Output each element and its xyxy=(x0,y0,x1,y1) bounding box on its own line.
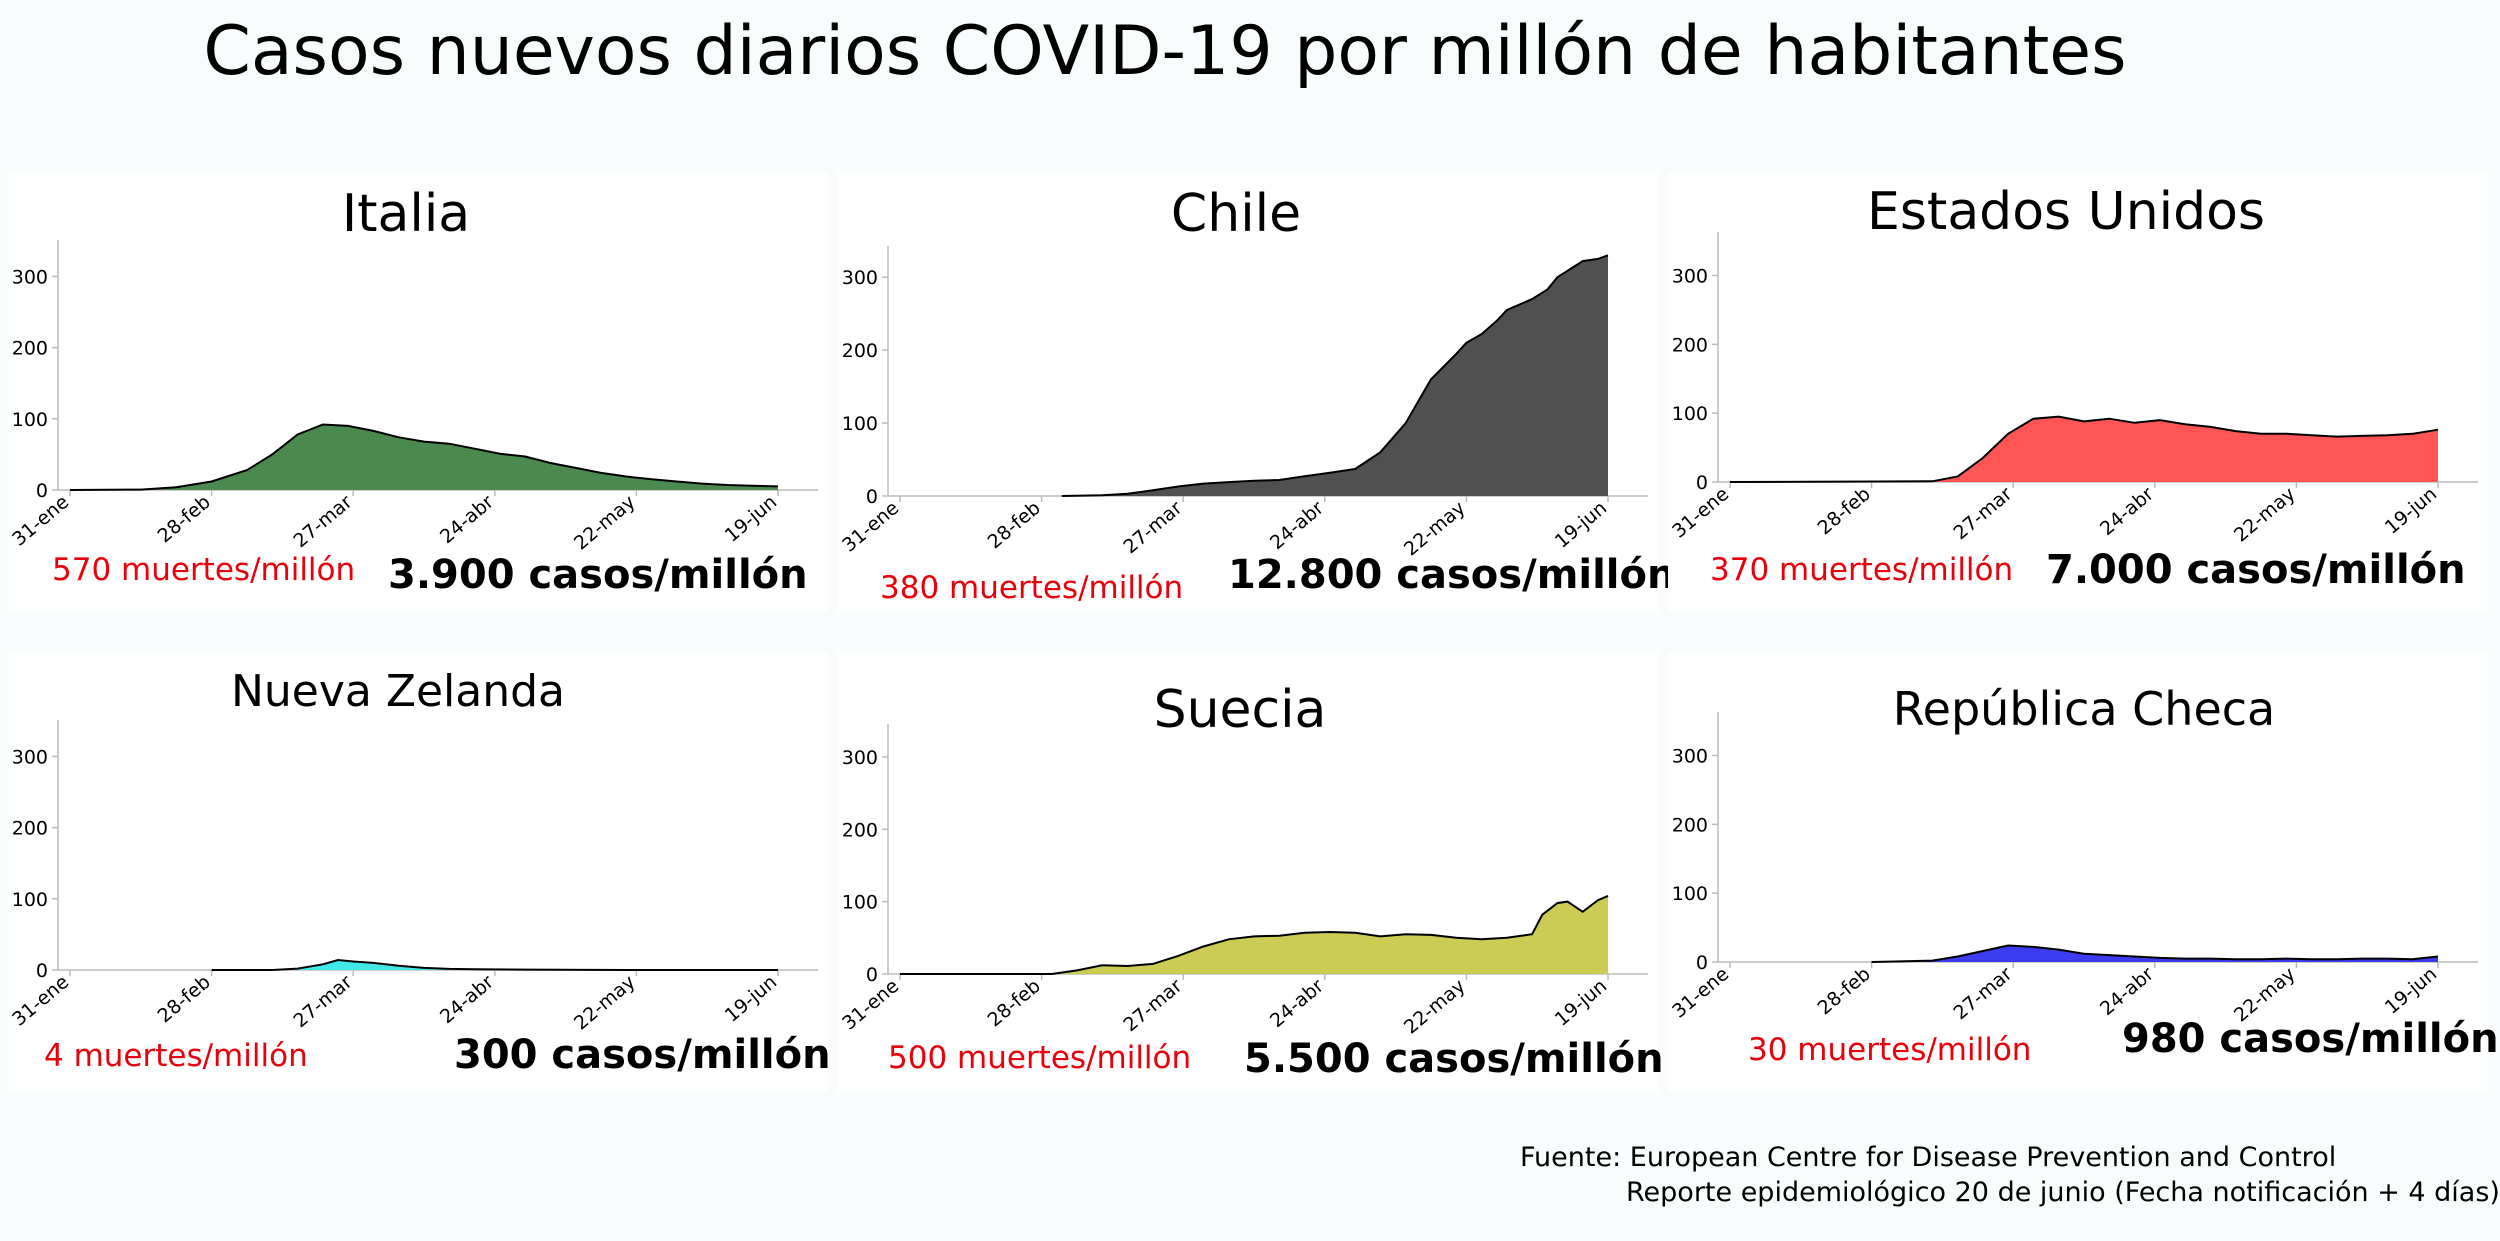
x-tick-label: 27-mar xyxy=(289,971,356,1032)
x-tick-label: 19-jun xyxy=(2381,483,2441,539)
y-tick-label: 0 xyxy=(866,486,878,508)
area-line xyxy=(211,958,778,971)
y-tick-label: 100 xyxy=(842,413,878,435)
y-tick-label: 300 xyxy=(12,266,48,288)
chart-panel-nueva-zelanda: Nueva Zelanda 0 100 200 300 31-ene 28-feb 27-m… xyxy=(8,652,831,1092)
cases-label: 12.800 casos/millón xyxy=(1228,552,1676,598)
cases-label: 3.900 casos/millón xyxy=(388,552,808,598)
cases-label: 980 casos/millón xyxy=(2122,1016,2499,1062)
x-tick-label: 19-jun xyxy=(721,491,781,547)
y-tick-label: 200 xyxy=(12,818,48,840)
chart-title: Estados Unidos xyxy=(1866,182,2266,242)
deaths-label: 370 muertes/millón xyxy=(1710,552,2014,588)
area-fill xyxy=(1871,945,2438,962)
x-tick-label: 24-abr xyxy=(2096,963,2158,1020)
chart-title: República Checa xyxy=(1892,682,2276,736)
area-fill xyxy=(1061,255,1608,496)
x-tick-label: 22-may xyxy=(570,491,640,554)
x-tick-label: 28-feb xyxy=(154,971,215,1027)
chart-title: Chile xyxy=(1170,184,1302,244)
y-tick-label: 0 xyxy=(866,964,878,986)
source-note: Fuente: European Centre for Disease Prev… xyxy=(1520,1140,2500,1210)
x-tick-label: 24-abr xyxy=(436,971,498,1028)
x-tick-label: 27-mar xyxy=(1119,497,1186,558)
deaths-label: 570 muertes/millón xyxy=(52,552,356,588)
x-tick-label: 27-mar xyxy=(289,491,356,552)
y-tick-label: 300 xyxy=(842,747,878,769)
x-tick-label: 24-abr xyxy=(436,491,498,548)
area-line xyxy=(69,423,779,491)
y-tick-label: 200 xyxy=(1672,334,1708,356)
x-tick-label: 22-may xyxy=(2230,483,2300,546)
source-line-2: Reporte epidemiológico 20 de junio (Fech… xyxy=(1626,1177,2500,1209)
y-tick-label: 200 xyxy=(1672,814,1708,836)
y-tick-label: 300 xyxy=(842,267,878,289)
cases-label: 7.000 casos/millón xyxy=(2046,547,2466,593)
deaths-label: 30 muertes/millón xyxy=(1748,1032,2032,1068)
chart-panel-italia: Italia 0 100 200 300 31-ene 28-feb 27-mar 24-ab… xyxy=(8,172,828,612)
x-tick-label: 22-may xyxy=(570,971,640,1034)
y-tick-label: 100 xyxy=(842,892,878,914)
deaths-label: 500 muertes/millón xyxy=(888,1040,1192,1076)
y-tick-label: 0 xyxy=(36,960,48,982)
x-tick-label: 27-mar xyxy=(1949,483,2016,544)
x-tick-label: 24-abr xyxy=(1266,975,1328,1032)
cases-label: 5.500 casos/millón xyxy=(1244,1036,1664,1082)
area-line xyxy=(900,894,1609,975)
x-tick-label: 19-jun xyxy=(1551,497,1611,553)
y-tick-label: 300 xyxy=(12,746,48,768)
area-line xyxy=(1061,254,1609,497)
chart-panel-republica-checa: República Checa 0 100 200 300 31-ene 28-feb 27… xyxy=(1668,652,2499,1092)
x-tick-label: 28-feb xyxy=(984,497,1045,553)
x-tick-label: 28-feb xyxy=(1814,483,1875,539)
y-tick-label: 100 xyxy=(12,889,48,911)
chart-title: Italia xyxy=(341,184,471,244)
chart-panel-estados-unidos: Estados Unidos 0 100 200 300 31-ene 28-feb 27-… xyxy=(1668,172,2488,612)
x-tick-label: 24-abr xyxy=(1266,497,1328,554)
area-line xyxy=(1729,415,2439,483)
y-tick-label: 0 xyxy=(1696,472,1708,494)
x-tick-label: 28-feb xyxy=(154,491,215,547)
x-tick-label: 22-may xyxy=(1400,975,1470,1038)
x-tick-label: 19-jun xyxy=(721,971,781,1027)
y-tick-label: 300 xyxy=(1672,746,1708,768)
deaths-label: 4 muertes/millón xyxy=(44,1038,308,1074)
x-tick-label: 22-may xyxy=(1400,497,1470,560)
x-tick-label: 28-feb xyxy=(984,975,1045,1031)
area-fill xyxy=(1730,416,2438,482)
chart-panel-suecia: Suecia 0 100 200 300 31-ene 28-feb 27-mar 24-ab… xyxy=(838,652,1664,1092)
x-tick-label: 28-feb xyxy=(1814,963,1875,1019)
chart-title: Suecia xyxy=(1153,680,1327,740)
y-tick-label: 100 xyxy=(1672,403,1708,425)
x-tick-label: 27-mar xyxy=(1119,975,1186,1036)
source-line-1: Fuente: European Centre for Disease Prev… xyxy=(1520,1142,2337,1173)
y-tick-label: 100 xyxy=(1672,883,1708,905)
y-tick-label: 200 xyxy=(842,819,878,841)
cases-label: 300 casos/millón xyxy=(454,1032,831,1078)
chart-title: Nueva Zelanda xyxy=(230,666,566,717)
x-tick-label: 27-mar xyxy=(1949,963,2016,1024)
x-tick-label: 24-abr xyxy=(2096,483,2158,540)
y-tick-label: 300 xyxy=(1672,266,1708,288)
x-tick-label: 19-jun xyxy=(1551,975,1611,1031)
y-tick-label: 0 xyxy=(1696,952,1708,974)
chart-panel-chile: Chile 0 100 200 300 31-ene 28-feb 27-mar 24-abr… xyxy=(838,172,1675,612)
deaths-label: 380 muertes/millón xyxy=(880,570,1184,606)
area-line xyxy=(1871,944,2439,963)
area-fill xyxy=(900,895,1608,974)
y-tick-label: 100 xyxy=(12,409,48,431)
main-title: Casos nuevos diarios COVID-19 por millón… xyxy=(203,12,2127,91)
x-tick-label: 19-jun xyxy=(2381,963,2441,1019)
y-tick-label: 0 xyxy=(36,480,48,502)
y-tick-label: 200 xyxy=(12,338,48,360)
y-tick-label: 200 xyxy=(842,340,878,362)
